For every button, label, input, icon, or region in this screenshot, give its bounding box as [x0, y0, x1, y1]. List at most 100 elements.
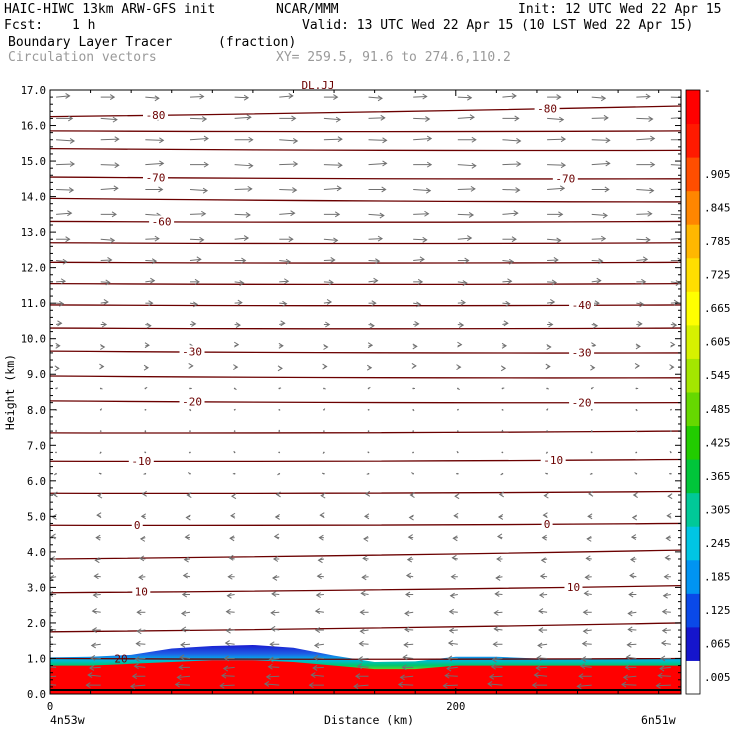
- vector-shaft: [145, 238, 159, 240]
- wind-vector: [627, 610, 637, 617]
- wind-vector: [56, 92, 71, 99]
- wind-vector: [450, 573, 458, 580]
- wind-vector: [234, 136, 254, 143]
- wind-vector: [627, 626, 637, 633]
- vector-head: [50, 609, 53, 616]
- vector-dot: [590, 472, 593, 475]
- vector-dot: [412, 451, 414, 454]
- vector-head: [426, 187, 432, 194]
- wind-vector: [540, 557, 548, 564]
- vector-head: [556, 94, 562, 101]
- wind-vector: [670, 188, 681, 190]
- wind-vector: [98, 472, 102, 475]
- vector-head: [136, 609, 142, 616]
- wind-vector: [493, 625, 503, 632]
- wind-vector: [232, 472, 236, 475]
- vector-dot: [670, 472, 672, 475]
- wind-vector: [457, 341, 463, 348]
- vector-head: [277, 365, 283, 372]
- wind-vector: [130, 683, 146, 690]
- vector-head: [233, 364, 239, 371]
- contour-label: 10: [135, 586, 148, 599]
- wind-vector: [448, 608, 458, 615]
- y-tick-label: 3.0: [27, 582, 46, 594]
- wind-vector: [538, 627, 548, 633]
- wind-vector: [635, 430, 638, 432]
- vector-shaft: [457, 96, 472, 99]
- wind-vector: [100, 136, 120, 143]
- vector-shaft: [279, 212, 295, 215]
- wind-vector: [451, 554, 458, 561]
- wind-vector: [636, 116, 654, 122]
- wind-vector: [590, 364, 596, 371]
- vector-head: [219, 682, 225, 689]
- vector-shaft: [502, 95, 516, 98]
- field-name: Boundary Layer Tracer: [8, 35, 173, 50]
- y-tick-label: 2.0: [27, 618, 46, 630]
- vector-dot: [99, 430, 102, 432]
- wind-vector: [591, 277, 602, 284]
- vector-head: [136, 628, 142, 635]
- vector-head: [630, 556, 636, 563]
- wind-vector: [145, 235, 160, 242]
- vector-head: [627, 610, 633, 617]
- vector-head: [598, 258, 604, 265]
- wind-vector: [502, 278, 513, 285]
- vector-shaft: [181, 611, 191, 614]
- init-time: Init: 12 UTC Wed 22 Apr 15: [518, 2, 722, 17]
- vector-shaft: [449, 629, 458, 632]
- wind-vector: [457, 94, 473, 101]
- vector-head: [226, 592, 232, 599]
- wind-vector: [279, 187, 298, 194]
- contour-label: -40: [572, 299, 592, 312]
- wind-vector: [661, 608, 671, 615]
- wind-vector: [56, 161, 76, 167]
- wind-vector: [634, 472, 638, 475]
- wind-vector: [56, 138, 76, 144]
- wind-vector: [323, 185, 342, 192]
- vector-head: [417, 278, 424, 285]
- vector-head: [541, 534, 547, 541]
- contour-label-background: [143, 171, 169, 183]
- vector-shaft: [226, 629, 235, 632]
- vector-shaft: [489, 675, 503, 678]
- vector-head: [284, 278, 290, 285]
- wind-vector: [582, 628, 592, 635]
- wind-vector: [547, 279, 558, 286]
- wind-vector: [363, 513, 370, 520]
- vector-head: [452, 535, 458, 542]
- wind-vector: [636, 320, 643, 327]
- vector-head: [369, 322, 375, 329]
- vector-shaft: [268, 666, 280, 668]
- start-point-label: 4n53w: [50, 713, 85, 727]
- wind-vector: [56, 258, 68, 265]
- contour-label-background: [541, 517, 553, 529]
- wind-vector: [99, 387, 103, 390]
- colorbar-label: .545: [704, 369, 731, 382]
- wind-vector: [502, 320, 509, 327]
- wind-vector: [494, 590, 503, 597]
- wind-vector: [636, 210, 653, 217]
- vector-shaft: [662, 629, 671, 632]
- vector-shaft: [234, 188, 252, 190]
- vector-head: [363, 535, 369, 542]
- wind-vector: [353, 683, 369, 690]
- wind-vector: [368, 95, 383, 102]
- vector-shaft: [404, 643, 414, 646]
- wind-vector: [313, 654, 324, 661]
- vector-head: [237, 299, 243, 306]
- vector-head: [335, 116, 342, 123]
- wind-vector: [591, 137, 611, 144]
- wind-vector: [359, 609, 369, 616]
- wind-vector: [234, 322, 241, 329]
- wind-vector: [452, 535, 458, 542]
- wind-vector: [655, 682, 671, 689]
- vector-head: [650, 135, 656, 142]
- vector-head: [605, 137, 611, 144]
- vector-head: [497, 533, 503, 540]
- field-units: (fraction): [218, 35, 297, 50]
- vector-head: [154, 95, 160, 102]
- vector-shaft: [100, 117, 117, 121]
- vector-head: [665, 535, 671, 542]
